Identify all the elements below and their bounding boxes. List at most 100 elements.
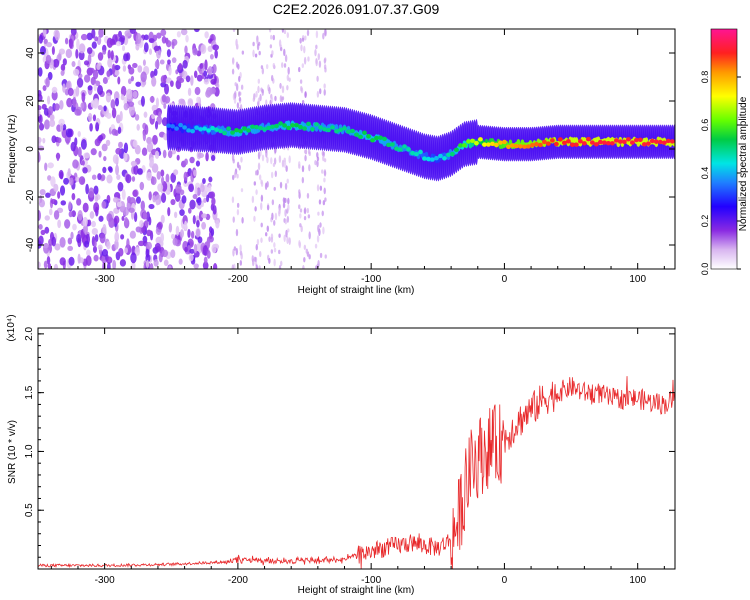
noise-speckle: [87, 85, 93, 91]
noise-speckle: [173, 211, 178, 219]
noise-speckle: [153, 45, 161, 52]
noise-speckle: [80, 33, 88, 41]
noise-speckle: [57, 137, 62, 144]
noise-streak: [278, 233, 281, 238]
noise-speckle: [71, 60, 76, 67]
noise-streak: [272, 63, 276, 68]
noise-speckle: [112, 34, 118, 45]
ridge-core: [569, 142, 575, 147]
noise-speckle: [49, 119, 56, 128]
noise-speckle: [178, 258, 183, 265]
ridge-core: [374, 135, 379, 141]
noise-streak: [252, 49, 255, 58]
noise-speckle: [189, 156, 195, 164]
noise-speckle: [212, 44, 219, 51]
figure-title: C2E2.2026.091.07.37.G09: [273, 1, 440, 17]
ridge-core: [426, 156, 431, 162]
noise-speckle: [152, 195, 157, 203]
noise-speckle: [116, 201, 122, 208]
noise-speckle: [80, 102, 85, 110]
noise-streak: [240, 252, 243, 260]
noise-streak: [234, 90, 237, 99]
noise-speckle: [135, 196, 141, 204]
noise-speckle: [64, 88, 70, 96]
noise-speckle: [199, 63, 204, 69]
noise-streak: [274, 95, 277, 102]
noise-speckle: [161, 117, 169, 127]
ridge-core: [502, 139, 507, 145]
noise-speckle: [175, 184, 182, 194]
x-tick-label: 100: [629, 274, 646, 285]
noise-speckle: [163, 259, 169, 267]
noise-streak: [286, 215, 290, 223]
noise-speckle: [38, 136, 42, 144]
noise-speckle: [38, 261, 41, 269]
ridge-core: [581, 141, 587, 146]
noise-speckle: [156, 170, 161, 180]
noise-speckle: [53, 210, 60, 220]
noise-speckle: [143, 111, 148, 118]
noise-streak: [261, 88, 264, 96]
noise-speckle: [98, 134, 104, 142]
noise-speckle: [172, 237, 178, 246]
noise-streak: [322, 200, 326, 206]
noise-speckle: [38, 235, 44, 246]
noise-streak: [233, 171, 237, 178]
noise-streak: [288, 155, 291, 164]
noise-speckle: [87, 112, 93, 122]
noise-streak: [268, 257, 271, 264]
noise-streak: [317, 53, 321, 61]
x-tick-label: 100: [629, 575, 646, 586]
noise-streak: [301, 165, 305, 173]
noise-speckle: [76, 198, 82, 206]
noise-speckle: [103, 155, 107, 162]
noise-streak: [303, 244, 307, 250]
ridge-core: [378, 135, 383, 140]
noise-streak: [270, 157, 273, 165]
noise-streak: [279, 47, 283, 52]
noise-speckle: [116, 174, 121, 181]
noise-speckle: [128, 104, 136, 116]
noise-streak: [283, 234, 286, 243]
x-tick-label: -200: [228, 575, 248, 586]
noise-streak: [256, 42, 260, 51]
noise-streak: [299, 79, 303, 84]
noise-speckle: [123, 53, 129, 62]
noise-streak: [273, 247, 277, 253]
noise-speckle: [76, 38, 80, 50]
noise-speckle: [38, 109, 41, 117]
noise-streak: [306, 192, 310, 199]
noise-speckle: [185, 34, 189, 43]
noise-speckle: [133, 164, 139, 175]
noise-speckle: [204, 59, 208, 71]
noise-speckle: [131, 261, 136, 269]
noise-speckle: [106, 213, 113, 222]
ridge-core: [498, 140, 503, 145]
noise-streak: [304, 154, 307, 162]
noise-speckle: [201, 221, 207, 230]
noise-speckle: [207, 66, 213, 76]
ridge-core: [406, 147, 411, 152]
noise-speckle: [157, 183, 164, 192]
noise-speckle: [160, 232, 165, 243]
noise-speckle: [43, 38, 48, 45]
noise-speckle: [84, 240, 90, 248]
ridge-core: [178, 122, 183, 128]
ridge-core: [621, 139, 627, 145]
noise-streak: [239, 244, 242, 252]
noise-speckle: [59, 257, 66, 266]
noise-speckle: [43, 260, 48, 269]
noise-streak: [231, 174, 235, 181]
noise-streak: [236, 209, 240, 216]
noise-streak: [286, 84, 289, 91]
noise-speckle: [160, 75, 167, 84]
colorbar-tick-label: 0.2: [700, 215, 710, 228]
noise-speckle: [64, 219, 71, 229]
noise-streak: [316, 184, 320, 192]
noise-speckle: [119, 259, 126, 267]
noise-streak: [253, 256, 257, 262]
noise-speckle: [123, 142, 129, 154]
noise-speckle: [101, 143, 108, 152]
noise-streak: [273, 220, 276, 226]
noise-streak: [321, 150, 325, 157]
